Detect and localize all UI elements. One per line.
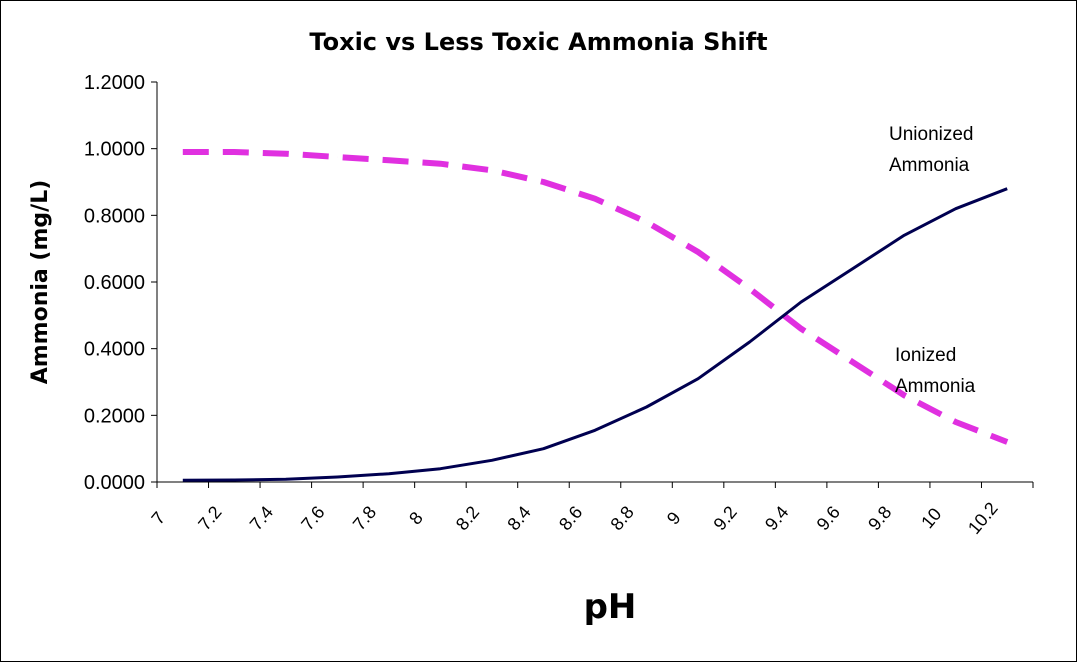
y-tick-label: 1.0000	[84, 139, 145, 161]
series-line-ionized	[182, 149, 1009, 445]
y-tick-label: 0.6000	[84, 272, 145, 294]
x-tick-label: 9	[663, 508, 685, 529]
annotation-line: Ammonia	[895, 376, 976, 397]
x-tick-label: 9.6	[813, 502, 844, 534]
x-tick-label: 9.8	[864, 502, 895, 534]
x-tick-label: 7.6	[297, 502, 328, 534]
x-tick-label: 8.8	[606, 502, 637, 534]
x-tick-label: 8	[405, 508, 427, 529]
x-tick-label: 7.8	[349, 502, 380, 534]
y-tick-label: 0.8000	[84, 205, 145, 227]
y-axis-label: Ammonia (mg/L)	[28, 180, 53, 385]
y-tick-label: 1.2000	[84, 72, 145, 94]
x-tick-label: 9.4	[761, 502, 792, 534]
annotation-line: Ammonia	[889, 155, 970, 176]
series-annotation: Ionized Ammonia	[895, 345, 976, 397]
x-tick-label: 7.4	[246, 502, 277, 534]
x-tick-label: 8.2	[452, 502, 483, 534]
x-axis-label: pH	[584, 587, 637, 627]
x-tick-label: 8.6	[555, 502, 586, 534]
series-line-unionized	[182, 187, 1008, 482]
x-tick-label: 10	[917, 504, 945, 532]
y-tick-label: 0.2000	[84, 405, 145, 427]
y-tick-label: 0.4000	[84, 339, 145, 361]
chart-title: Toxic vs Less Toxic Ammonia Shift	[309, 28, 768, 56]
annotation-line: Unionized	[889, 124, 974, 145]
annotation-line: Ionized	[895, 345, 956, 366]
x-tick-label: 7.2	[194, 502, 225, 534]
series-annotation: Unionized Ammonia	[889, 124, 974, 176]
x-tick-label: 7	[148, 508, 170, 529]
x-tick-label: 10.2	[964, 498, 1002, 538]
x-tick-label: 9.2	[710, 502, 741, 534]
x-tick-label: 8.4	[503, 502, 534, 534]
y-tick-label: 0.0000	[84, 472, 145, 494]
